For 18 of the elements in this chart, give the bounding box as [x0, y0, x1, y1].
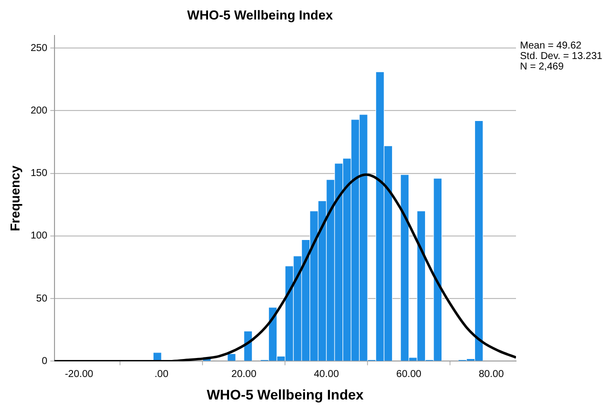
- x-tick-label: 60.00: [396, 368, 422, 380]
- y-tick-label: 150: [30, 168, 48, 180]
- x-tick-label: 40.00: [314, 368, 340, 380]
- x-tick-label: -20.00: [64, 368, 94, 380]
- text: Std. Dev. = 13.231: [520, 50, 603, 62]
- y-tick-label: 250: [30, 42, 48, 54]
- y-tick-label: 0: [42, 356, 48, 367]
- x-tick-label: 80.00: [478, 368, 504, 380]
- y-tick-label: 200: [30, 105, 48, 116]
- y-tick-label: 50: [36, 293, 48, 304]
- x-tick-label: .00: [154, 368, 169, 380]
- y-axis-title: Frequency: [7, 164, 22, 232]
- chart-title: WHO-5 Wellbeing Index: [187, 7, 334, 22]
- x-axis-title: WHO-5 Wellbeing Index: [206, 386, 364, 402]
- y-tick-label: 100: [30, 230, 48, 242]
- text: N = 2,469: [520, 61, 564, 72]
- text: Mean = 49.62: [520, 40, 582, 52]
- x-tick-label: 20.00: [231, 368, 257, 380]
